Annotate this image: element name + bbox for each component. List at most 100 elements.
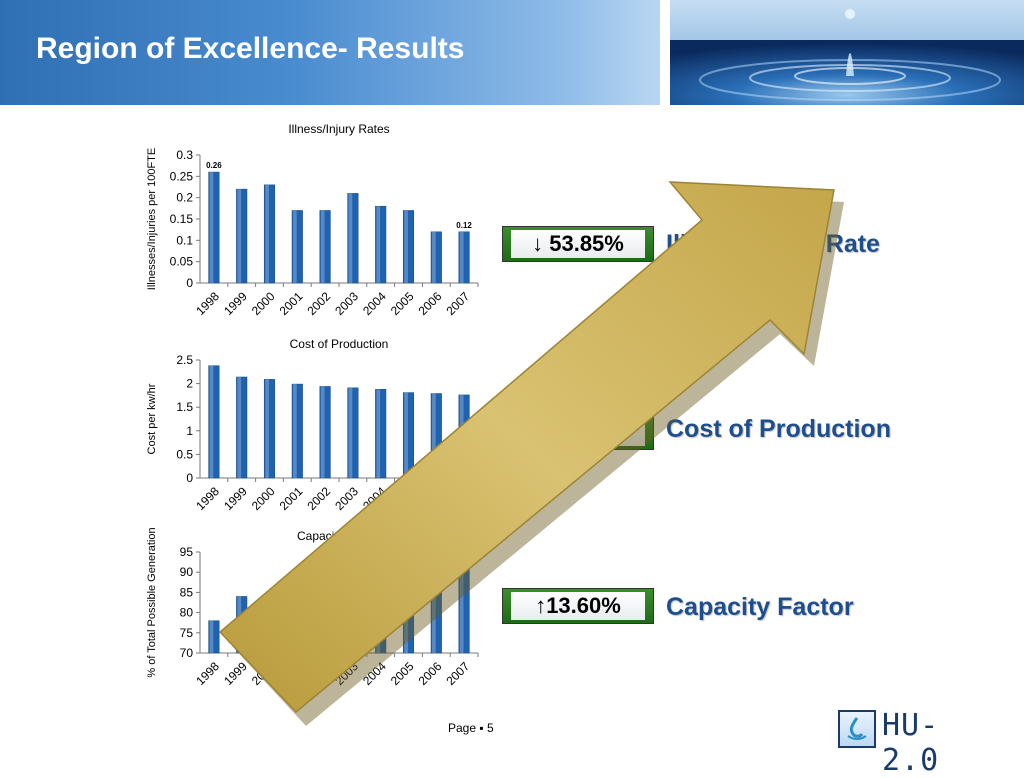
- x-tick-label: 2006: [416, 289, 445, 318]
- bar-highlight: [459, 231, 464, 283]
- slide-title: Region of Excellence- Results: [36, 32, 465, 65]
- y-tick-label: 90: [180, 565, 194, 579]
- hu-logo: HU-2.0: [838, 708, 988, 778]
- page-number-value: 5: [486, 721, 494, 735]
- bar-highlight: [209, 172, 214, 283]
- y-tick-label: 0: [186, 471, 193, 485]
- chart-title: Cost of Production: [290, 337, 389, 351]
- x-tick-label: 1998: [193, 289, 222, 318]
- y-tick-label: 1: [186, 424, 193, 438]
- illness-injury-chart: Illness/Injury Rates Illnesses/Injuries p…: [140, 115, 490, 330]
- x-tick-label: 2007: [443, 659, 472, 688]
- x-tick-label: 2003: [332, 289, 361, 318]
- y-tick-label: 80: [180, 606, 194, 620]
- bar-highlight: [348, 387, 353, 478]
- y-tick-label: 75: [180, 626, 194, 640]
- y-tick-label: 1.5: [176, 400, 193, 414]
- bar-highlight: [237, 376, 242, 478]
- y-tick-label: 85: [180, 585, 194, 599]
- y-tick-label: 0.5: [176, 447, 193, 461]
- bar-highlight: [320, 210, 325, 283]
- bar-highlight: [404, 210, 408, 283]
- x-tick-label: 2005: [388, 289, 417, 318]
- bar-highlight: [320, 592, 325, 653]
- bar-highlight: [237, 189, 242, 283]
- bar-highlight: [432, 393, 436, 478]
- cost-label: Cost of Production: [666, 415, 891, 443]
- bar-highlight: [432, 572, 436, 653]
- bar-highlight: [320, 386, 325, 478]
- y-tick-label: 0.25: [170, 169, 194, 183]
- chart-title: Capacity Factor: [297, 529, 381, 543]
- x-tick-label: 1998: [193, 484, 222, 513]
- x-tick-label: 2001: [277, 289, 306, 318]
- capacity-label: Capacity Factor: [666, 593, 854, 621]
- page-separator: ▪: [479, 721, 484, 735]
- capacity-badge: ↑13.60%: [502, 588, 654, 624]
- x-tick-label: 2002: [304, 289, 333, 318]
- bar-highlight: [432, 231, 436, 283]
- bar-highlight: [376, 206, 381, 283]
- illness-injury-chart-svg: Illness/Injury Rates Illnesses/Injuries p…: [146, 122, 479, 318]
- y-tick-label: 2.5: [176, 353, 193, 367]
- y-tick-label: 0.2: [176, 191, 193, 205]
- bar-highlight: [376, 389, 381, 478]
- capacity-factor-chart: Capacity Factor % of Total Possible Gener…: [140, 525, 490, 705]
- bar-highlight: [237, 596, 242, 653]
- page-number: Page ▪ 5: [448, 721, 494, 735]
- cost-badge-text: ↓ 26.59%: [532, 419, 624, 444]
- x-tick-label: 2002: [304, 484, 333, 513]
- bar-highlight: [265, 379, 269, 478]
- cost-of-production-chart-svg: Cost of Production Cost per kw/hr 0 0.5 1 1.5…: [146, 337, 479, 513]
- bar-highlight: [209, 365, 214, 478]
- data-label: 0.12: [456, 221, 472, 230]
- page-label: Page: [448, 721, 477, 735]
- injury-rate-badge: ↓ 53.85%: [502, 226, 654, 262]
- x-tick-label: 2005: [388, 484, 417, 513]
- x-tick-label: 2005: [388, 659, 417, 688]
- bar-highlight: [459, 394, 464, 478]
- header-banner: [0, 0, 660, 105]
- bar-highlight: [459, 564, 464, 653]
- capacity-badge-text: ↑13.60%: [535, 593, 621, 618]
- injury-rate-badge-text: ↓ 53.85%: [532, 231, 624, 256]
- x-tick-label: 2004: [360, 289, 389, 318]
- bar-highlight: [376, 588, 381, 653]
- bar-highlight: [265, 608, 269, 653]
- y-tick-label: 95: [180, 545, 194, 559]
- x-tick-label: 2007: [443, 289, 472, 318]
- y-tick-label: 0: [186, 276, 193, 290]
- x-tick-label: 1999: [221, 484, 250, 513]
- cost-badge: ↓ 26.59%: [502, 414, 654, 450]
- x-tick-label: 2000: [249, 659, 278, 688]
- x-tick-label: 2007: [443, 484, 472, 513]
- bar-highlight: [209, 620, 214, 653]
- bar-highlight: [293, 600, 297, 653]
- injury-rate-label: Illness/Injury Rate: [666, 230, 880, 258]
- y-tick-label: 70: [180, 646, 194, 660]
- bar-highlight: [404, 580, 408, 653]
- data-label: 0.26: [206, 161, 222, 170]
- y-axis-label: % of Total Possible Generation: [146, 527, 158, 677]
- bar-highlight: [404, 392, 408, 478]
- x-tick-label: 1999: [221, 289, 250, 318]
- x-tick-label: 1999: [221, 659, 250, 688]
- x-tick-label: 2001: [277, 659, 306, 688]
- x-tick-label: 2003: [332, 659, 361, 688]
- y-axis-label: Illnesses/Injuries per 100FTE: [146, 148, 158, 290]
- y-tick-label: 0.15: [170, 212, 194, 226]
- x-tick-label: 2000: [249, 484, 278, 513]
- cost-of-production-chart: Cost of Production Cost per kw/hr 0 0.5 1 1.5…: [140, 333, 490, 528]
- x-tick-label: 2006: [416, 484, 445, 513]
- bar-highlight: [348, 193, 353, 283]
- chart-title: Illness/Injury Rates: [288, 122, 389, 136]
- x-tick-label: 2004: [360, 659, 389, 688]
- bar-highlight: [265, 184, 269, 283]
- y-tick-label: 0.1: [176, 233, 193, 247]
- x-tick-label: 2006: [416, 659, 445, 688]
- water-drop-image: [670, 0, 1024, 105]
- bar-highlight: [293, 384, 297, 478]
- y-tick-label: 0.05: [170, 255, 194, 269]
- x-tick-label: 2001: [277, 484, 306, 513]
- y-axis-label: Cost per kw/hr: [146, 383, 158, 454]
